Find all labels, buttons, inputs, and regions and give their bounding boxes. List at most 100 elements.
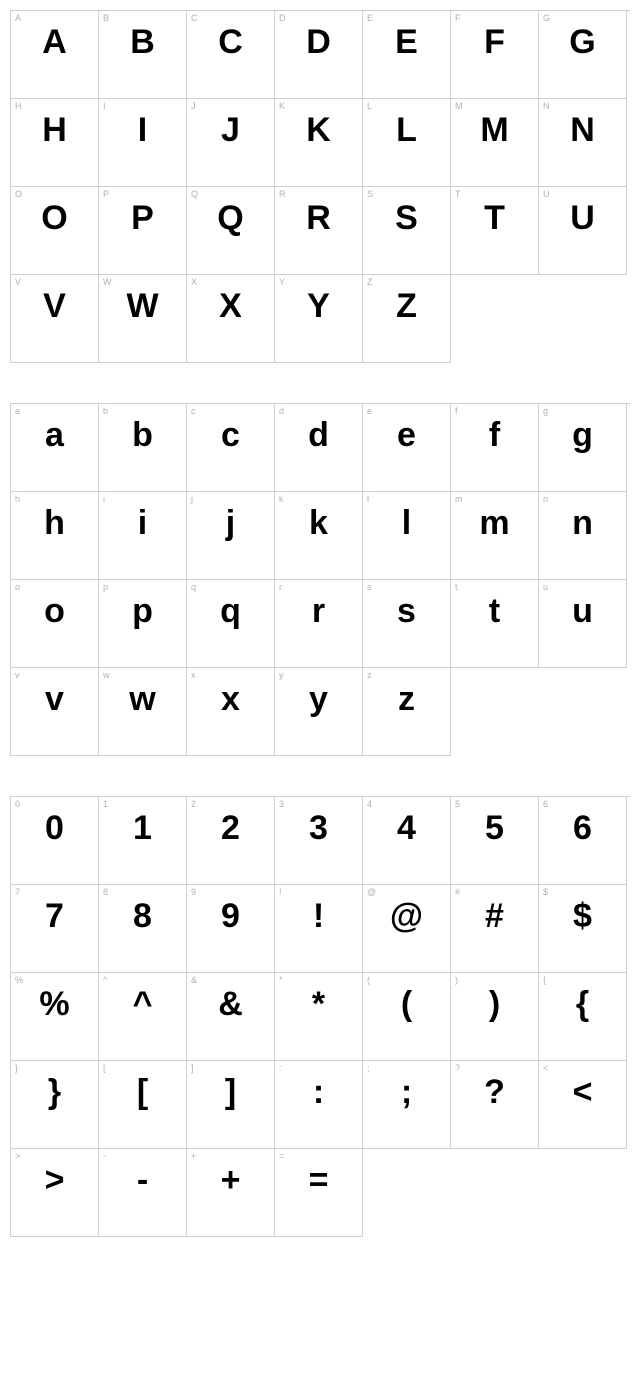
glyph-cell: ;;: [363, 1061, 451, 1149]
glyph-cell: 99: [187, 885, 275, 973]
glyph-char: l: [363, 506, 450, 540]
glyph-cell: [[: [99, 1061, 187, 1149]
glyph-char: +: [187, 1163, 274, 1197]
glyph-label: l: [367, 494, 369, 504]
glyph-label: t: [455, 582, 458, 592]
glyph-char: B: [99, 25, 186, 59]
glyph-label: Z: [367, 277, 373, 287]
glyph-char: Q: [187, 201, 274, 235]
glyph-char: x: [187, 682, 274, 716]
glyph-char: r: [275, 594, 362, 628]
glyph-cell: xx: [187, 668, 275, 756]
glyph-cell: vv: [11, 668, 99, 756]
glyph-char: Z: [363, 289, 450, 323]
glyph-char: v: [11, 682, 98, 716]
glyph-label: J: [191, 101, 196, 111]
glyph-label: g: [543, 406, 548, 416]
glyph-cell: 11: [99, 797, 187, 885]
glyph-char: ?: [451, 1075, 538, 1109]
glyph-label: F: [455, 13, 461, 23]
glyph-cell: >>: [11, 1149, 99, 1237]
glyph-label: 9: [191, 887, 196, 897]
glyph-char: 6: [539, 811, 626, 845]
glyph-char: N: [539, 113, 626, 147]
glyph-label: b: [103, 406, 108, 416]
glyph-char: b: [99, 418, 186, 452]
glyph-cell: }}: [11, 1061, 99, 1149]
glyph-cell: RR: [275, 187, 363, 275]
glyph-char: H: [11, 113, 98, 147]
glyph-char: F: [451, 25, 538, 59]
glyph-char: 4: [363, 811, 450, 845]
glyph-grid: 00112233445566778899!!@@##$$%%^^&&**(())…: [10, 796, 630, 1237]
glyph-cell: )): [451, 973, 539, 1061]
glyph-cell: JJ: [187, 99, 275, 187]
glyph-char: {: [539, 987, 626, 1021]
glyph-char: [: [99, 1075, 186, 1109]
glyph-char: ^: [99, 987, 186, 1021]
glyph-char: u: [539, 594, 626, 628]
glyph-cell: ^^: [99, 973, 187, 1061]
glyph-char: =: [275, 1163, 362, 1197]
glyph-cell: pp: [99, 580, 187, 668]
glyph-cell: ww: [99, 668, 187, 756]
glyph-cell: WW: [99, 275, 187, 363]
glyph-char: 5: [451, 811, 538, 845]
glyph-cell: 22: [187, 797, 275, 885]
glyph-cell: zz: [363, 668, 451, 756]
glyph-label: ?: [455, 1063, 460, 1073]
glyph-label: m: [455, 494, 463, 504]
glyph-label: y: [279, 670, 284, 680]
glyph-label: 1: [103, 799, 108, 809]
glyph-cell: ==: [275, 1149, 363, 1237]
glyph-label: n: [543, 494, 548, 504]
character-map: AABBCCDDEEFFGGHHIIJJKKLLMMNNOOPPQQRRSSTT…: [10, 10, 630, 1237]
glyph-label: o: [15, 582, 20, 592]
glyph-label: a: [15, 406, 20, 416]
glyph-cell: aa: [11, 404, 99, 492]
glyph-cell: ff: [451, 404, 539, 492]
glyph-char: f: [451, 418, 538, 452]
glyph-char: -: [99, 1163, 186, 1197]
glyph-cell: ++: [187, 1149, 275, 1237]
glyph-label: #: [455, 887, 460, 897]
glyph-char: %: [11, 987, 98, 1021]
glyph-label: x: [191, 670, 196, 680]
glyph-char: m: [451, 506, 538, 540]
glyph-cell: &&: [187, 973, 275, 1061]
glyph-char: #: [451, 899, 538, 933]
glyph-char: c: [187, 418, 274, 452]
glyph-label: h: [15, 494, 20, 504]
glyph-cell: dd: [275, 404, 363, 492]
glyph-char: a: [11, 418, 98, 452]
glyph-label: K: [279, 101, 285, 111]
glyph-label: L: [367, 101, 372, 111]
glyph-cell: 77: [11, 885, 99, 973]
glyph-label: B: [103, 13, 109, 23]
glyph-cell: SS: [363, 187, 451, 275]
glyph-cell: QQ: [187, 187, 275, 275]
glyph-char: $: [539, 899, 626, 933]
glyph-cell: YY: [275, 275, 363, 363]
glyph-char: ]: [187, 1075, 274, 1109]
glyph-label: I: [103, 101, 106, 111]
glyph-label: (: [367, 975, 370, 985]
glyph-label: 8: [103, 887, 108, 897]
glyph-char: :: [275, 1075, 362, 1109]
glyph-cell: II: [99, 99, 187, 187]
glyph-cell: $$: [539, 885, 627, 973]
glyph-label: N: [543, 101, 550, 111]
glyph-label: +: [191, 1151, 196, 1161]
glyph-cell: mm: [451, 492, 539, 580]
glyph-label: 4: [367, 799, 372, 809]
glyph-char: <: [539, 1075, 626, 1109]
glyph-label: A: [15, 13, 21, 23]
glyph-cell: rr: [275, 580, 363, 668]
glyph-char: t: [451, 594, 538, 628]
glyph-label: *: [279, 975, 283, 985]
glyph-cell: AA: [11, 11, 99, 99]
glyph-cell: FF: [451, 11, 539, 99]
glyph-char: T: [451, 201, 538, 235]
glyph-cell: ss: [363, 580, 451, 668]
glyph-cell: oo: [11, 580, 99, 668]
